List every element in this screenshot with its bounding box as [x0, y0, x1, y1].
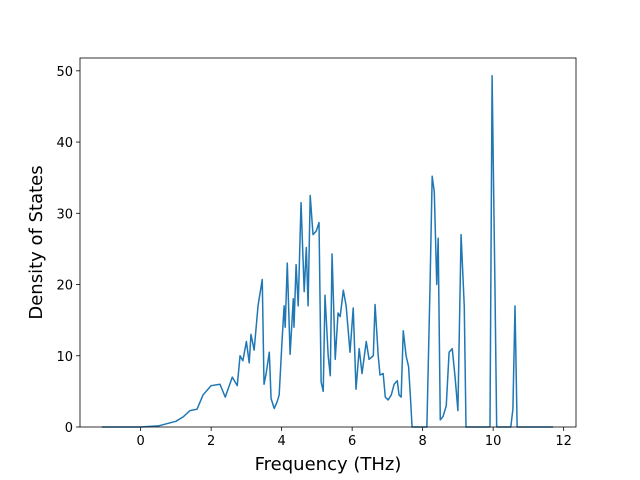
x-tick-label: 10 [485, 434, 502, 449]
y-tick-label: 30 [56, 207, 73, 222]
x-tick-label: 2 [207, 434, 215, 449]
x-tick-label: 0 [136, 434, 144, 449]
y-tick-label: 50 [56, 65, 73, 80]
x-tick-label: 4 [278, 434, 286, 449]
y-axis-label: Density of States [26, 165, 47, 319]
x-axis-label: Frequency (THz) [255, 454, 402, 475]
y-tick-label: 40 [56, 136, 73, 151]
y-tick-label: 10 [56, 350, 73, 365]
x-tick-label: 6 [348, 434, 356, 449]
plot-frame [79, 57, 577, 428]
data-line [101, 75, 554, 428]
x-tick-label: 12 [555, 434, 572, 449]
y-tick-label: 20 [56, 279, 73, 294]
x-tick-label: 8 [419, 434, 427, 449]
y-tick-label: 0 [65, 421, 73, 436]
